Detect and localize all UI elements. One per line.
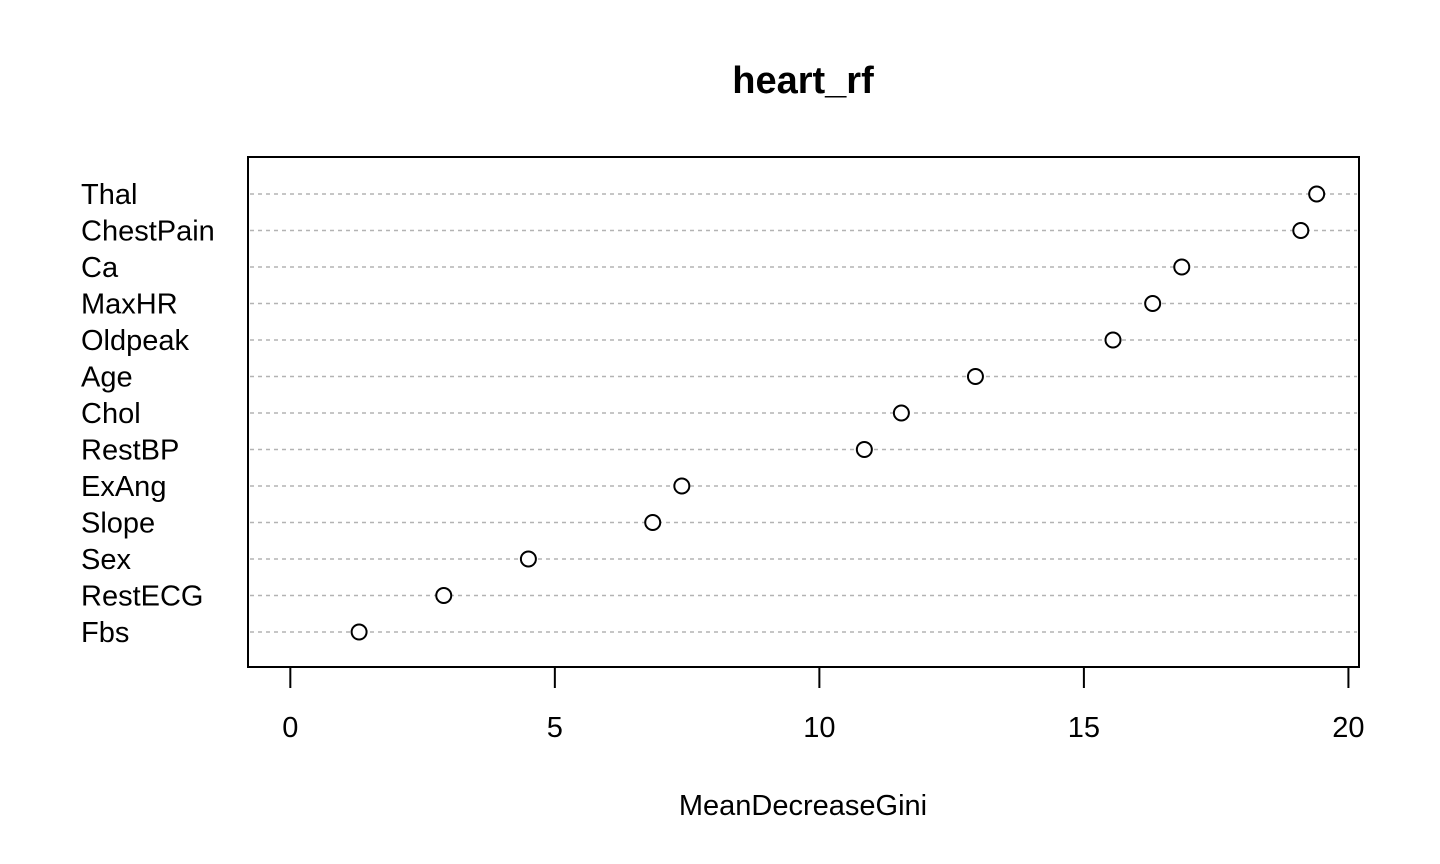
x-tick-label: 10 — [803, 712, 835, 744]
x-axis-label: MeanDecreaseGini — [679, 790, 927, 822]
data-point — [1292, 222, 1310, 239]
data-point — [1104, 331, 1122, 349]
y-tick-label: Thal — [81, 179, 137, 211]
y-tick-label: ChestPain — [81, 216, 215, 248]
data-point — [966, 368, 984, 385]
y-tick-label: Age — [81, 362, 133, 394]
data-point — [350, 623, 368, 641]
data-point — [892, 404, 910, 422]
chart-title: heart_rf — [732, 60, 874, 102]
y-tick-label: RestECG — [81, 581, 203, 613]
y-tick-label: Ca — [81, 252, 119, 284]
data-point — [519, 550, 537, 568]
data-point — [673, 477, 691, 495]
y-tick-label: Sex — [81, 544, 131, 576]
y-tick-label: RestBP — [81, 435, 179, 467]
data-point — [1308, 185, 1326, 203]
gridlines — [250, 193, 1357, 633]
y-tick-label: Chol — [81, 398, 141, 430]
data-point — [1144, 295, 1162, 312]
data-point — [435, 587, 453, 604]
y-tick-label: Fbs — [81, 617, 129, 649]
data-point — [855, 441, 873, 458]
x-tick-label: 0 — [282, 712, 298, 744]
x-tick-label: 20 — [1332, 712, 1364, 744]
data-point — [1173, 258, 1191, 276]
y-tick-label: MaxHR — [81, 289, 178, 321]
y-tick-label: Oldpeak — [81, 325, 190, 357]
y-tick-label: ExAng — [81, 471, 166, 503]
x-axis: 0 5 10 15 20 — [282, 666, 1365, 744]
x-tick-label: 15 — [1068, 712, 1100, 744]
x-tick-label: 5 — [547, 712, 563, 744]
y-axis-labels: Thal ChestPain Ca MaxHR Oldpeak Age Chol RestBP… — [81, 179, 215, 649]
data-point — [644, 514, 662, 531]
plot-frame — [247, 156, 1360, 668]
data-points — [350, 185, 1326, 641]
y-tick-label: Slope — [81, 508, 155, 540]
